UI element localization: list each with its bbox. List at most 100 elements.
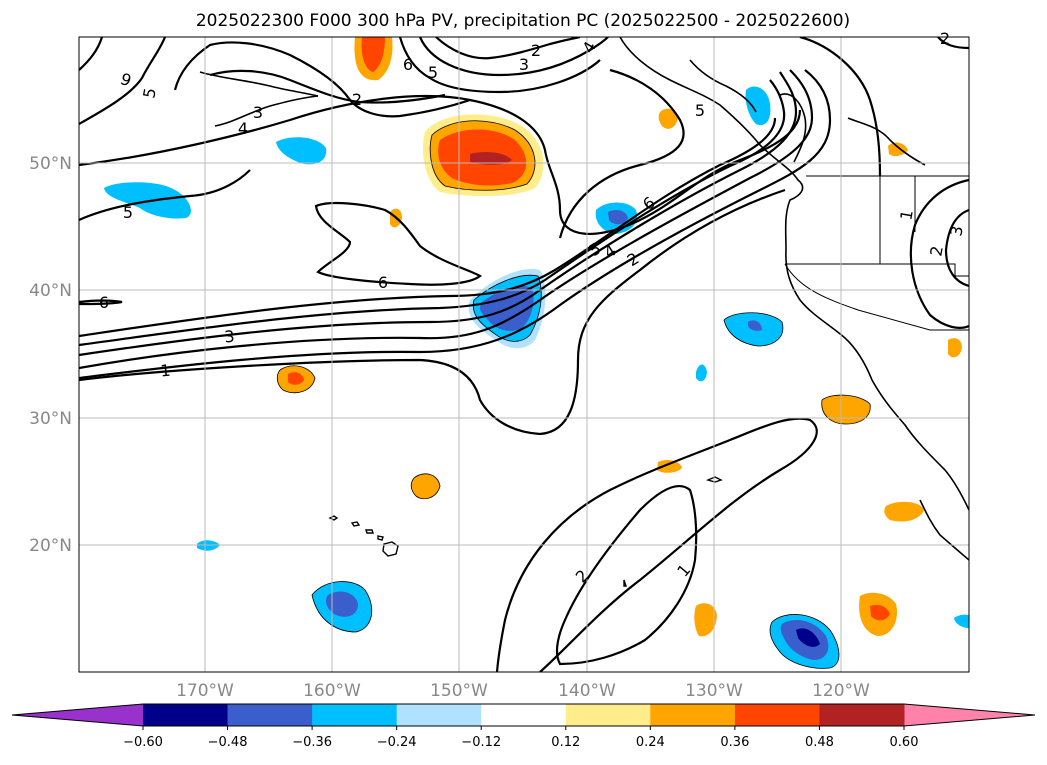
gridlines (79, 37, 969, 672)
contour-label: 6 (403, 55, 413, 74)
latitude-labels: 50°N 40°N 30°N 20°N (29, 154, 72, 556)
precip-positive-small-3 (821, 395, 871, 424)
map-frame (78, 36, 970, 673)
precip-negative-4-core (748, 320, 762, 331)
precip-negative-2 (276, 137, 327, 165)
contour-label: 5 (139, 86, 159, 99)
contour-label: 1 (160, 361, 172, 381)
precip-negative-6 (197, 540, 220, 551)
pv-contour-north-east-ridge (799, 37, 882, 177)
pv-contour-3-north (209, 69, 446, 104)
contour-label: 3 (253, 103, 263, 122)
precip-positive-small-8 (658, 108, 678, 129)
precipitation-outlines (276, 120, 871, 669)
colorbar-extend-max (904, 704, 1035, 726)
precipitation-shading (104, 37, 969, 669)
pv-contour-5-west (79, 169, 251, 222)
lon-label: 150°W (430, 681, 488, 701)
pv-contour-north-east-corner (937, 37, 969, 50)
colorbar-tick-label: −0.36 (292, 735, 332, 750)
contour-label: 4 (238, 119, 248, 138)
lat-label: 20°N (29, 536, 72, 556)
precip-negative-southwest (312, 581, 372, 632)
colorbar-tick-label: 0.48 (805, 735, 834, 750)
colorbar-tick-label: 0.60 (890, 735, 919, 750)
colorbar-segment (396, 704, 482, 726)
figure-title: 2025022300 F000 300 hPa PV, precipitatio… (196, 11, 850, 31)
colorbar-extend-min (12, 704, 143, 726)
lat-label: 50°N (29, 154, 72, 174)
precip-negative-3-core (608, 210, 628, 225)
pv-contour-3 (79, 71, 798, 357)
precip-positive-small-4-core (870, 604, 890, 621)
contour-label: 5 (428, 63, 438, 82)
pv-contour-east-upper-low (909, 178, 969, 329)
colorbar-segment (819, 704, 905, 726)
precip-negative-1 (104, 182, 191, 219)
precip-negative-7 (696, 364, 707, 382)
precip-positive-small-2 (411, 473, 440, 499)
colorbar-tick-label: −0.48 (208, 735, 248, 750)
lon-label: 130°W (685, 681, 743, 701)
precip-positive-north (354, 37, 393, 81)
contour-label: 6 (378, 273, 388, 292)
pv-contour-4-north (173, 41, 471, 118)
colorbar-tick-label: −0.24 (377, 735, 417, 750)
lat-label: 30°N (29, 409, 72, 429)
pv-contour-4 (79, 79, 786, 347)
precip-positive-small-9 (948, 338, 962, 358)
precip-negative-8 (954, 614, 969, 628)
lon-label: 120°W (812, 681, 870, 701)
pv-contours (79, 37, 969, 672)
colorbar-tick-label: −0.60 (123, 735, 163, 750)
contour-label: 6 (99, 293, 109, 312)
contour-label: 2 (531, 41, 541, 60)
colorbar: −0.60 −0.48 −0.36 −0.24 −0.12 0.12 0.24 0.36 0.4… (11, 703, 1036, 750)
islands (328, 476, 723, 587)
pv-contour-3-north-east (418, 37, 609, 77)
colorbar-tick-label: 0.36 (720, 735, 749, 750)
colorbar-segment (227, 704, 313, 726)
precip-negative-5 (745, 86, 771, 126)
lon-label: 170°W (176, 681, 234, 701)
colorbar-segment (650, 704, 736, 726)
pv-contour-5-north-east (398, 37, 601, 94)
colorbar-segment (734, 704, 820, 726)
contour-label: 1 (896, 208, 916, 221)
colorbar-segment (312, 704, 398, 726)
pv-contour-2 (79, 69, 814, 370)
pv-contour-1-south-trough (495, 417, 818, 672)
pv-contour-ridge-south (79, 188, 786, 436)
map-panel: 1 2 3 4 5 6 6 6 5 4 3 2 5 6 5 6 3 2 4 1 … (29, 29, 970, 701)
pv-contour-6-north-east (558, 68, 685, 239)
contour-label: 2 (926, 244, 946, 257)
lat-label: 40°N (29, 281, 72, 301)
colorbar-segment (143, 704, 229, 726)
lon-label: 160°W (303, 681, 361, 701)
pv-contour-6-loop (314, 201, 482, 286)
lon-label: 140°W (558, 681, 616, 701)
contour-label: 3 (946, 224, 966, 237)
pv-contour-5-north (79, 37, 167, 125)
precip-positive-gulf-of-alaska (422, 114, 544, 197)
precip-negative-southeast (770, 614, 839, 669)
pv-contour-5 (79, 117, 777, 338)
pv-contour-2-north (435, 37, 581, 60)
colorbar-tick-label: 0.12 (551, 735, 580, 750)
pv-contour-6-north (79, 37, 104, 71)
precip-positive-small-11 (888, 142, 908, 157)
precip-positive-small-5 (694, 603, 717, 637)
precip-positive-small-6 (884, 501, 924, 522)
precip-positive-small-7 (657, 460, 682, 473)
pv-contour-6-west (79, 299, 123, 306)
colorbar-tick-label: −0.12 (461, 735, 501, 750)
contour-label: 5 (695, 101, 705, 120)
contour-label: 3 (224, 327, 236, 347)
contour-label: 5 (123, 203, 133, 222)
precip-positive-small-1-core (288, 372, 304, 385)
pv-contour-1 (79, 69, 832, 380)
contour-label: 2 (940, 29, 950, 48)
contour-label: 2 (352, 90, 362, 109)
colorbar-segment (481, 704, 567, 726)
